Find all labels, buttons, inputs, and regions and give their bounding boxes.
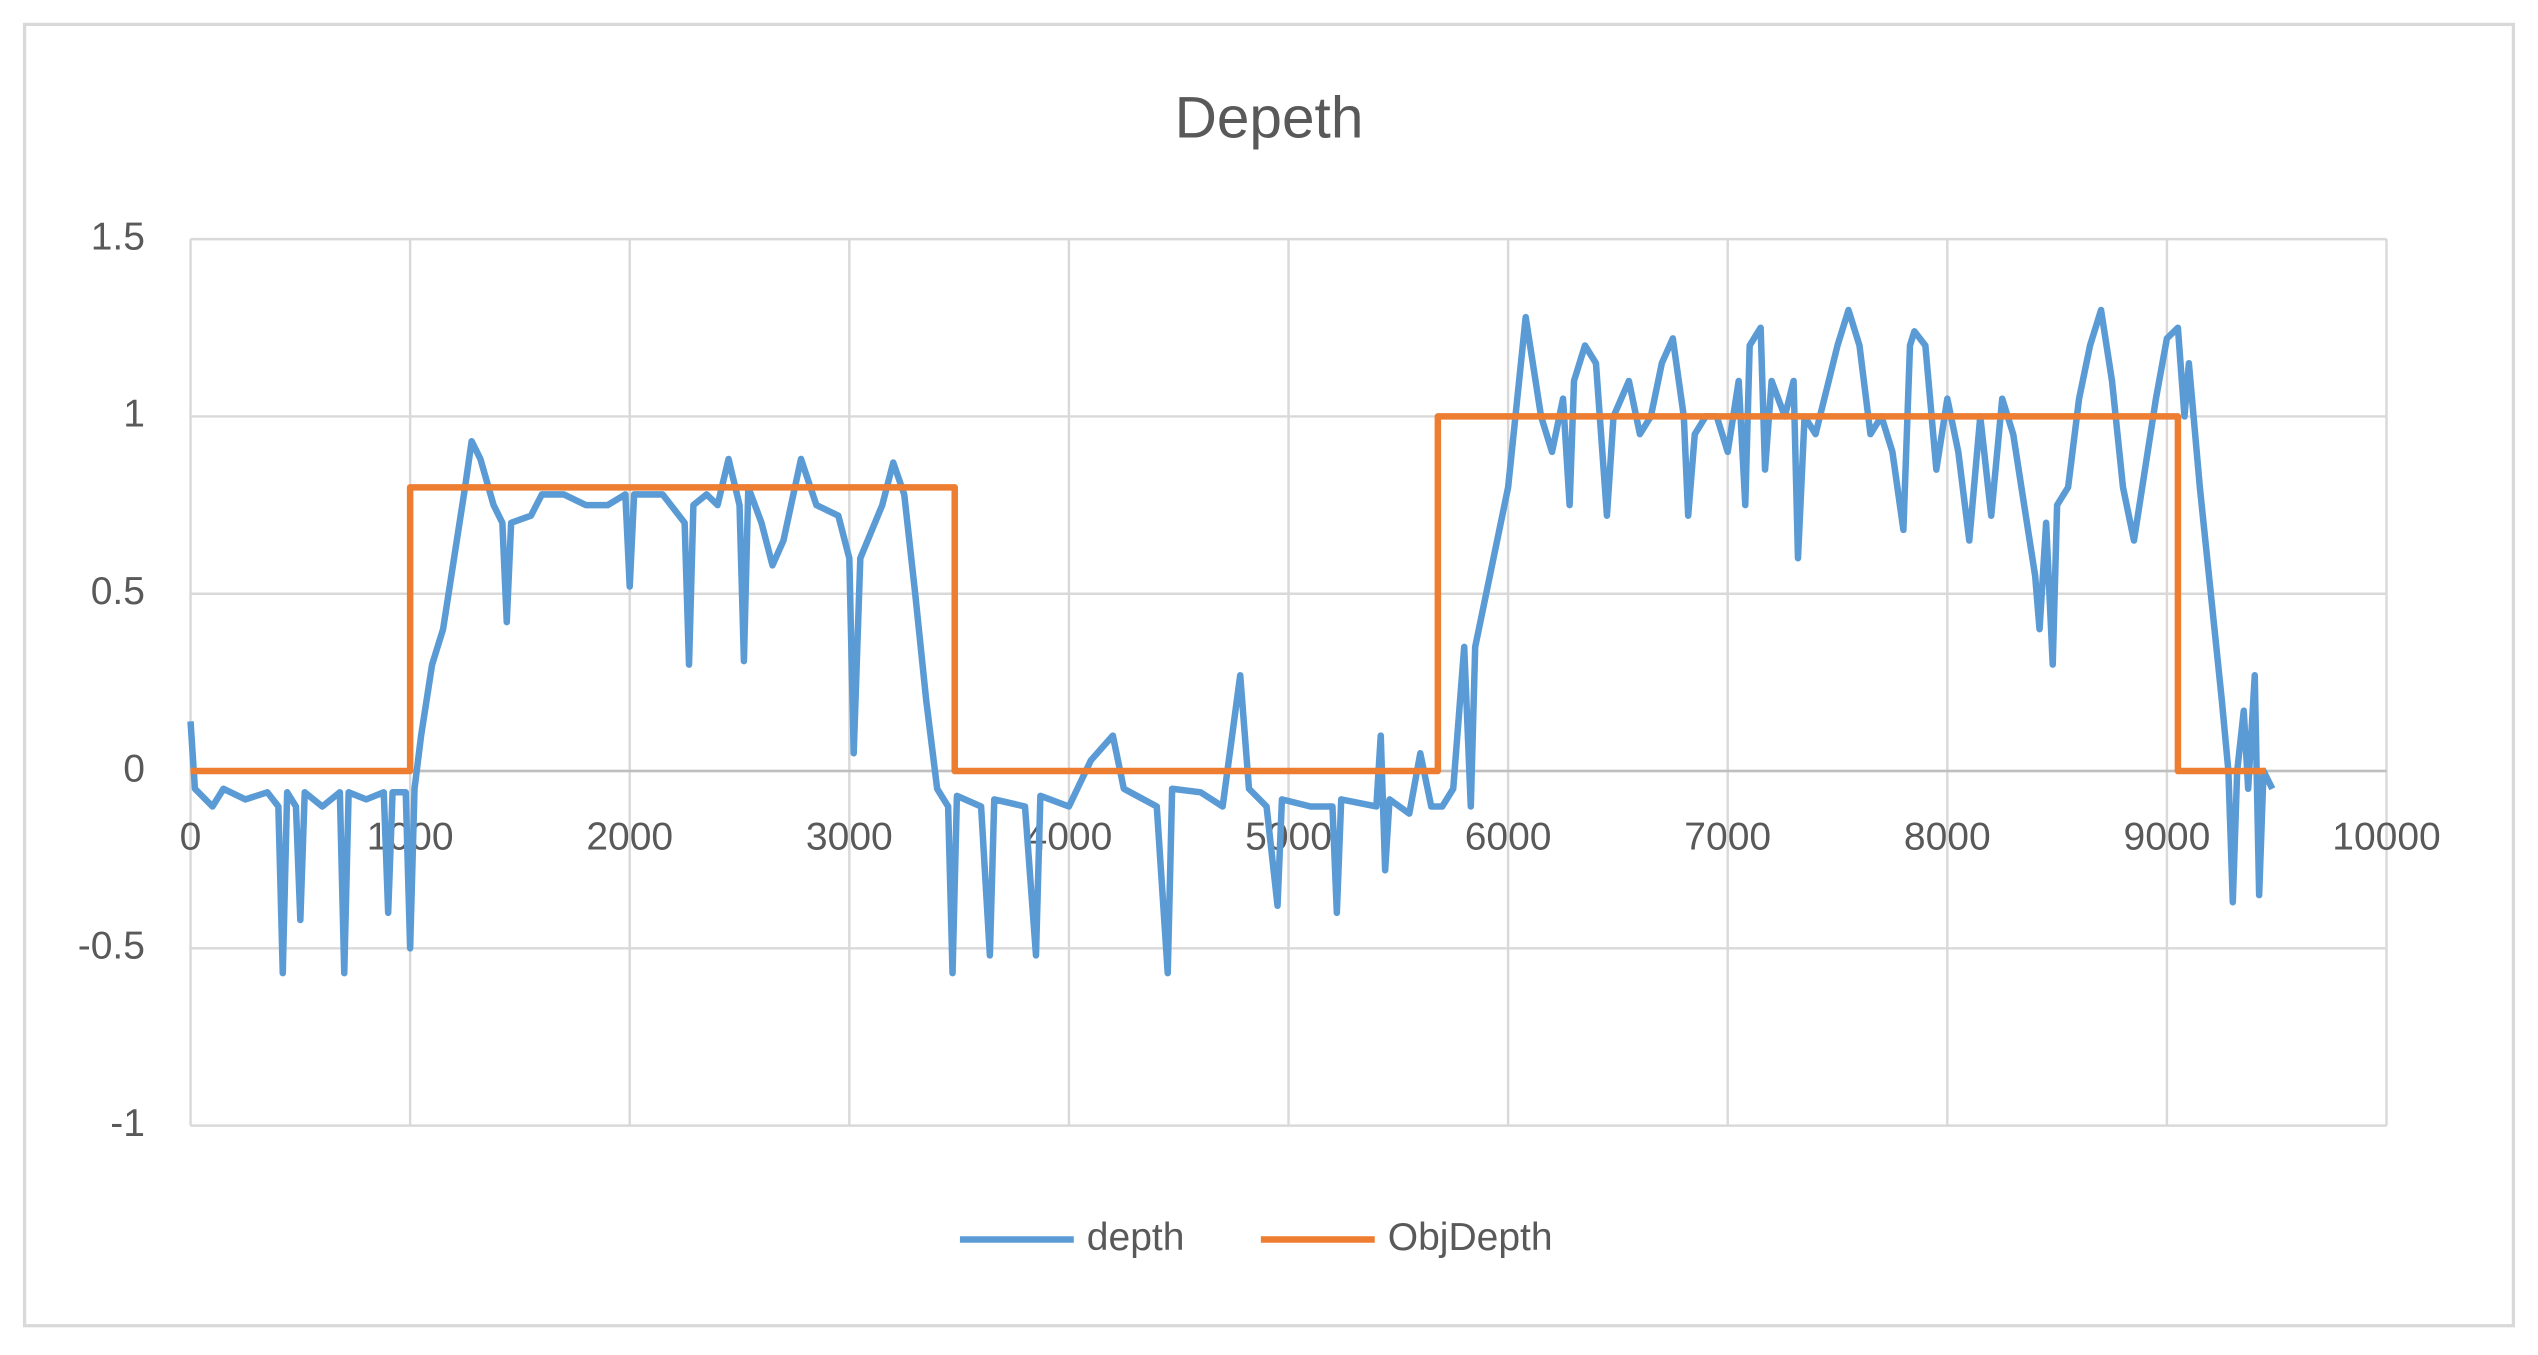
series-line bbox=[190, 413, 2266, 775]
y-tick-label: 0.5 bbox=[91, 570, 145, 613]
x-tick-label: 7000 bbox=[1684, 816, 1771, 859]
x-tick-label: 0 bbox=[180, 816, 202, 859]
x-tick-label: 3000 bbox=[806, 816, 893, 859]
legend-label: ObjDepth bbox=[1388, 1216, 1553, 1259]
legend-label: depth bbox=[1087, 1216, 1185, 1259]
y-tick-label: -0.5 bbox=[78, 925, 145, 968]
chart-border bbox=[22, 22, 2516, 1328]
y-tick-label: 0 bbox=[123, 747, 145, 790]
y-tick-label: 1.5 bbox=[91, 215, 145, 258]
x-tick-label: 6000 bbox=[1465, 816, 1552, 859]
x-tick-label: 5000 bbox=[1245, 816, 1332, 859]
x-tick-label: 9000 bbox=[2124, 816, 2211, 859]
x-tick-label: 10000 bbox=[2332, 816, 2440, 859]
x-tick-label: 2000 bbox=[586, 816, 673, 859]
x-tick-label: 8000 bbox=[1904, 816, 1991, 859]
y-tick-label: 1 bbox=[123, 393, 145, 436]
chart-title: Depeth bbox=[1175, 85, 1364, 150]
y-tick-label: -1 bbox=[110, 1102, 145, 1145]
